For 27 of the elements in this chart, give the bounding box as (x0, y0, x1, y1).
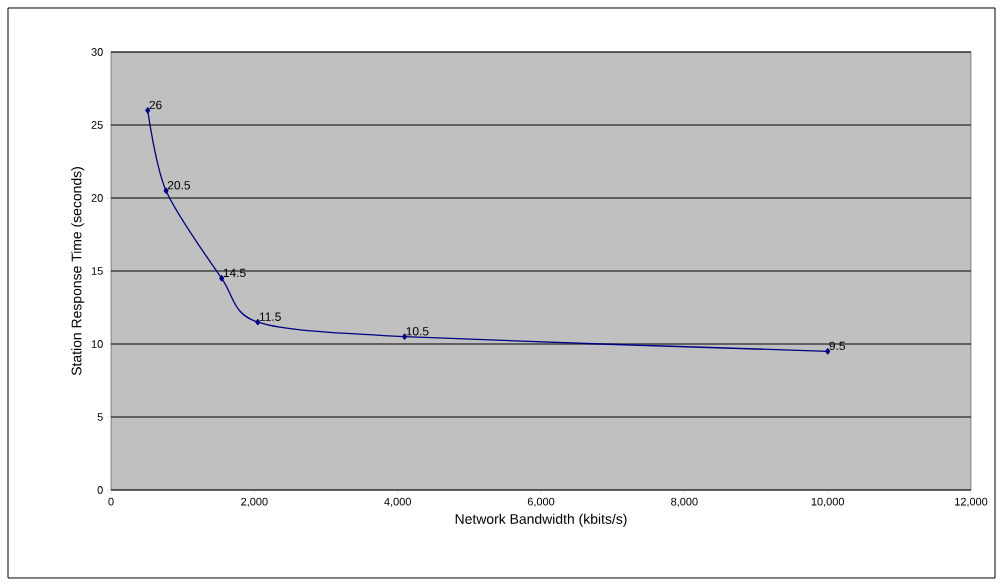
x-tick-label: 2,000 (241, 497, 268, 507)
data-label: 11.5 (259, 312, 281, 321)
x-tick-label: 0 (108, 497, 114, 506)
data-label: 20.5 (167, 181, 191, 190)
y-axis-title: Station Response Time (seconds) (71, 167, 85, 376)
y-tick-label: 30 (91, 48, 103, 56)
point (825, 348, 831, 355)
data-label: 26 (149, 100, 162, 110)
y-tick-label: 0 (97, 486, 103, 494)
x-tick-label: 6,000 (527, 497, 555, 507)
point (145, 107, 151, 114)
x-tick-label: 10,000 (811, 497, 844, 507)
point (255, 318, 261, 326)
x-tick-label: 8,000 (671, 497, 698, 507)
y-tick-label: 20 (91, 194, 103, 202)
x-tick-label: 12,000 (955, 497, 988, 507)
y-tick-label: 15 (91, 267, 103, 275)
y-tick-label: 5 (97, 413, 103, 421)
data-label: 10.5 (406, 327, 429, 336)
x-axis-title: Network Bandwidth (kbits/s) (455, 513, 627, 527)
data-label: 9.5 (829, 341, 845, 351)
y-tick-label: 10 (91, 340, 103, 348)
x-tick-label: 4,000 (384, 497, 411, 507)
point (219, 275, 225, 282)
y-tick-label: 25 (91, 121, 103, 129)
data-label: 14.5 (223, 268, 246, 278)
point (163, 187, 169, 194)
